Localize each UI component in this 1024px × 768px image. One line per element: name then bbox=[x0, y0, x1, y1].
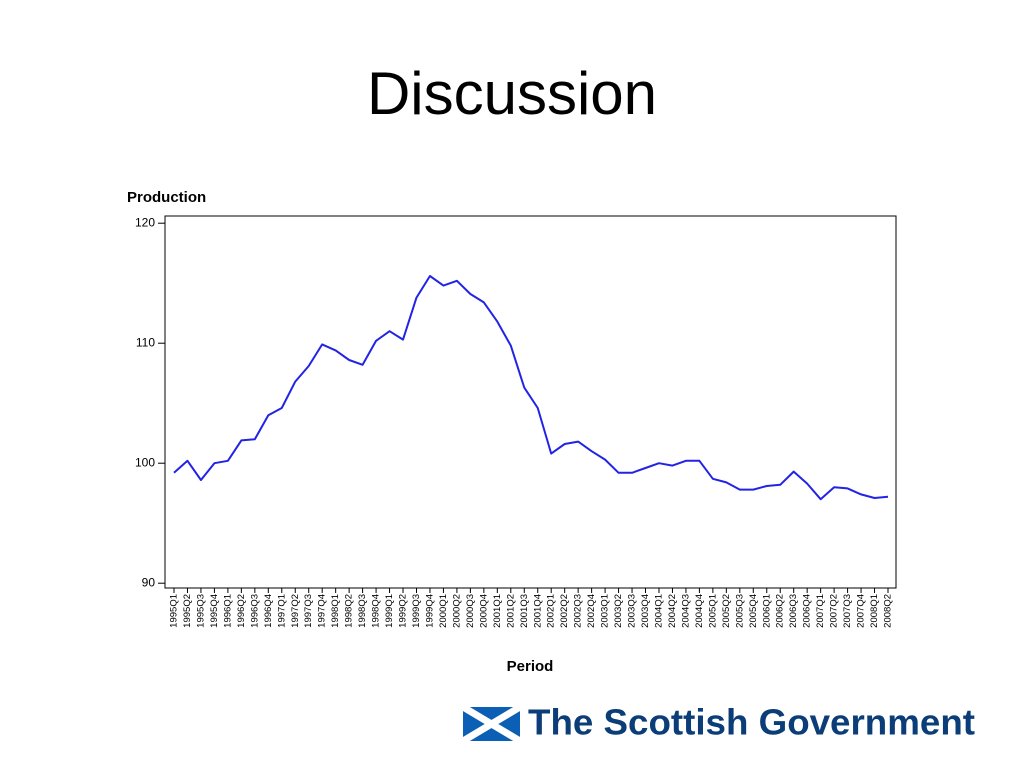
x-tick-label: 2006Q1 bbox=[761, 594, 772, 628]
x-tick-label: 2003Q1 bbox=[600, 594, 611, 628]
plot-frame bbox=[164, 215, 897, 589]
x-tick-label: 2007Q1 bbox=[815, 594, 826, 628]
x-tick-label: 2002Q4 bbox=[586, 594, 597, 628]
x-tick-label: 2001Q3 bbox=[519, 594, 530, 628]
y-axis-label: Production bbox=[127, 189, 206, 206]
x-tick-label: 1999Q4 bbox=[424, 594, 435, 628]
x-tick-label: 2001Q2 bbox=[505, 594, 516, 628]
x-tick-label: 1998Q1 bbox=[330, 594, 341, 628]
x-tick-label: 1997Q2 bbox=[290, 594, 301, 628]
x-tick-label: 1995Q1 bbox=[169, 594, 180, 628]
x-tick-label: 2004Q4 bbox=[694, 594, 705, 628]
x-tick-label: 2000Q4 bbox=[478, 594, 489, 628]
y-tick-label: 100 bbox=[135, 455, 155, 469]
x-tick-label: 1996Q2 bbox=[236, 594, 247, 628]
x-tick-label: 2003Q3 bbox=[627, 594, 638, 628]
x-tick-label: 1996Q3 bbox=[249, 594, 260, 628]
x-tick-label: 1999Q1 bbox=[384, 594, 395, 628]
x-tick-label: 2005Q4 bbox=[748, 594, 759, 628]
x-tick-label: 2007Q4 bbox=[856, 594, 867, 628]
slide-title: Discussion bbox=[367, 60, 657, 127]
x-tick-label: 1996Q4 bbox=[263, 594, 274, 628]
x-tick-label: 2006Q2 bbox=[775, 594, 786, 628]
x-tick-label: 2004Q2 bbox=[667, 594, 678, 628]
y-tick-label: 110 bbox=[136, 335, 155, 349]
x-tick-label: 2001Q1 bbox=[492, 594, 503, 628]
x-tick-label: 2006Q3 bbox=[788, 594, 799, 628]
x-tick-label: 2006Q4 bbox=[802, 594, 813, 628]
saltire bbox=[461, 703, 522, 745]
x-tick-label: 2007Q3 bbox=[842, 594, 853, 628]
x-tick-label: 1998Q4 bbox=[371, 594, 382, 628]
x-tick-label: 1999Q2 bbox=[398, 594, 409, 628]
x-tick-label: 2005Q3 bbox=[734, 594, 745, 628]
x-tick-label: 2004Q3 bbox=[680, 594, 691, 628]
x-tick-label: 2001Q4 bbox=[532, 594, 543, 628]
logo-text: The Scottish Government bbox=[528, 702, 975, 743]
x-tick-label: 2004Q1 bbox=[653, 594, 664, 628]
x-tick-label: 2002Q3 bbox=[573, 594, 584, 628]
x-tick-label: 2003Q2 bbox=[613, 594, 624, 628]
x-tick-label: 1996Q1 bbox=[222, 594, 233, 628]
x-tick-label: 1997Q3 bbox=[303, 594, 314, 628]
x-tick-label: 1997Q1 bbox=[276, 594, 287, 628]
x-tick-label: 2000Q1 bbox=[438, 594, 449, 628]
x-tick-label: 1995Q3 bbox=[195, 594, 206, 628]
x-tick-label: 2007Q2 bbox=[829, 594, 840, 628]
x-tick-label: 1995Q4 bbox=[209, 594, 220, 628]
x-tick-label: 1998Q2 bbox=[344, 594, 355, 628]
data-line bbox=[173, 275, 889, 501]
x-tick-label: 1995Q2 bbox=[182, 594, 193, 628]
x-tick-label: 2008Q2 bbox=[883, 594, 894, 628]
x-tick-label: 2003Q4 bbox=[640, 594, 651, 628]
x-tick-label: 2005Q2 bbox=[721, 594, 732, 628]
x-tick-label: 2002Q2 bbox=[559, 594, 570, 628]
x-tick-label: 2000Q3 bbox=[465, 594, 476, 628]
x-tick-label: 2005Q1 bbox=[707, 594, 718, 628]
x-tick-label: 1999Q3 bbox=[411, 594, 422, 628]
logo: The Scottish Government bbox=[461, 702, 975, 745]
x-axis-label: Period bbox=[507, 658, 554, 675]
x-tick-label: 2002Q1 bbox=[546, 594, 557, 628]
x-tick-label: 2000Q2 bbox=[451, 594, 462, 628]
x-tick-label: 1997Q4 bbox=[317, 594, 328, 628]
y-tick-label: 120 bbox=[135, 215, 155, 229]
y-tick-label: 90 bbox=[142, 575, 156, 589]
x-tick-label: 2008Q1 bbox=[869, 594, 880, 628]
x-tick-label: 1998Q3 bbox=[357, 594, 368, 628]
